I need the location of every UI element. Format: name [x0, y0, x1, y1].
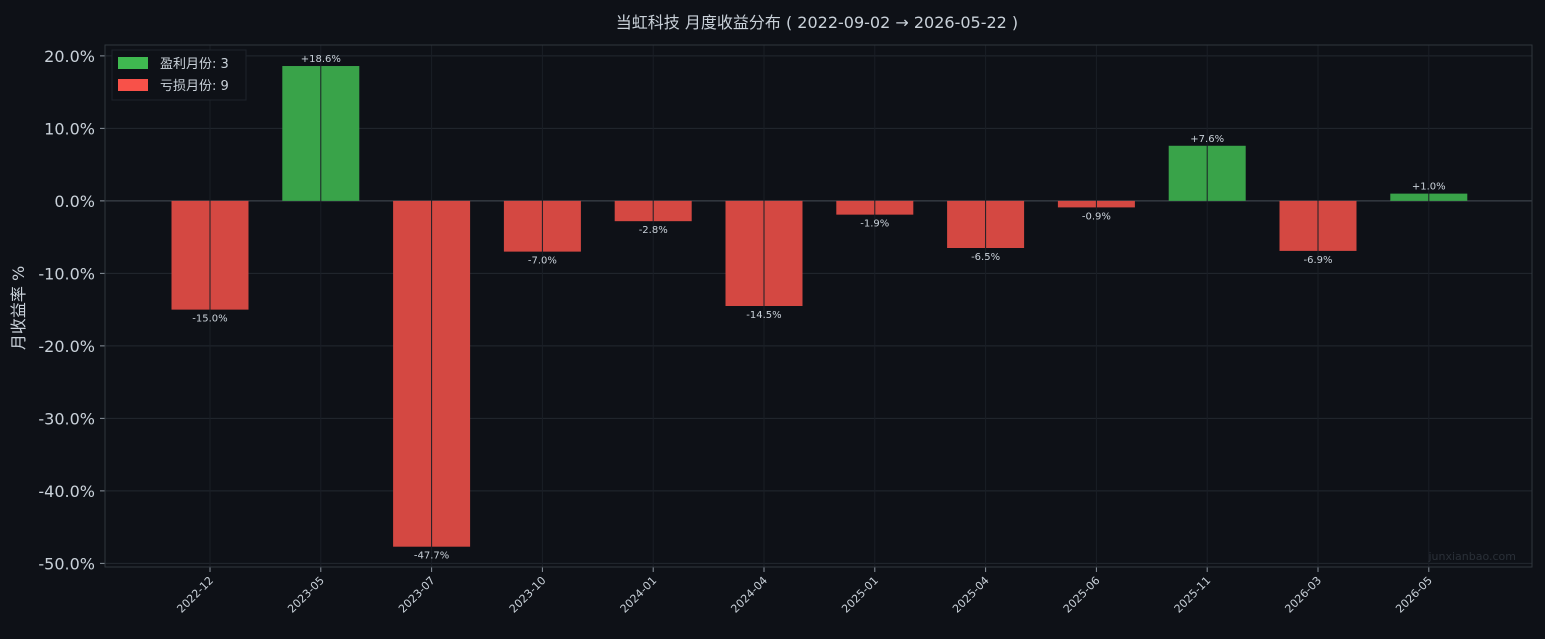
y-tick-label: -20.0% [38, 337, 95, 356]
y-axis-label: 月收益率 % [9, 266, 28, 350]
y-tick-label: -10.0% [38, 264, 95, 283]
legend-label: 盈利月份: 3 [160, 57, 229, 72]
chart-title: 当虹科技 月度收益分布 ( 2022-09-02 → 2026-05-22 ) [616, 13, 1018, 32]
legend-label: 亏损月份: 9 [160, 79, 229, 94]
vertical-grid-layer [209, 45, 1430, 567]
y-tick-label: -30.0% [38, 409, 95, 428]
data-label: -0.9% [1082, 211, 1111, 222]
y-tick-label: -50.0% [38, 554, 95, 573]
y-tick-label: 0.0% [54, 192, 95, 211]
data-label: -1.9% [860, 219, 889, 230]
y-tick-label: 20.0% [44, 47, 95, 66]
data-label: -7.0% [528, 256, 557, 267]
data-label: -15.0% [192, 314, 227, 325]
data-labels-layer: -15.0% +18.6% -47.7% -7.0% -2.8% -14.5% -1.9% -… [192, 54, 1445, 562]
data-label: -6.5% [971, 252, 1000, 263]
legend-swatch [118, 79, 148, 91]
data-label: -2.8% [639, 225, 668, 236]
data-label: -6.9% [1303, 255, 1332, 266]
data-label: +18.6% [301, 54, 341, 65]
y-tick-label: 10.0% [44, 119, 95, 138]
y-tick-label: -40.0% [38, 482, 95, 501]
data-label: -14.5% [746, 310, 781, 321]
watermark: junxianbao.com [1427, 550, 1516, 563]
legend-swatch [118, 57, 148, 69]
data-label: +1.0% [1412, 182, 1446, 193]
legend: 盈利月份: 3 亏损月份: 9 [111, 49, 247, 101]
data-label: -47.7% [414, 551, 449, 562]
data-label: +7.6% [1190, 134, 1224, 145]
plot-frame [104, 44, 1533, 568]
